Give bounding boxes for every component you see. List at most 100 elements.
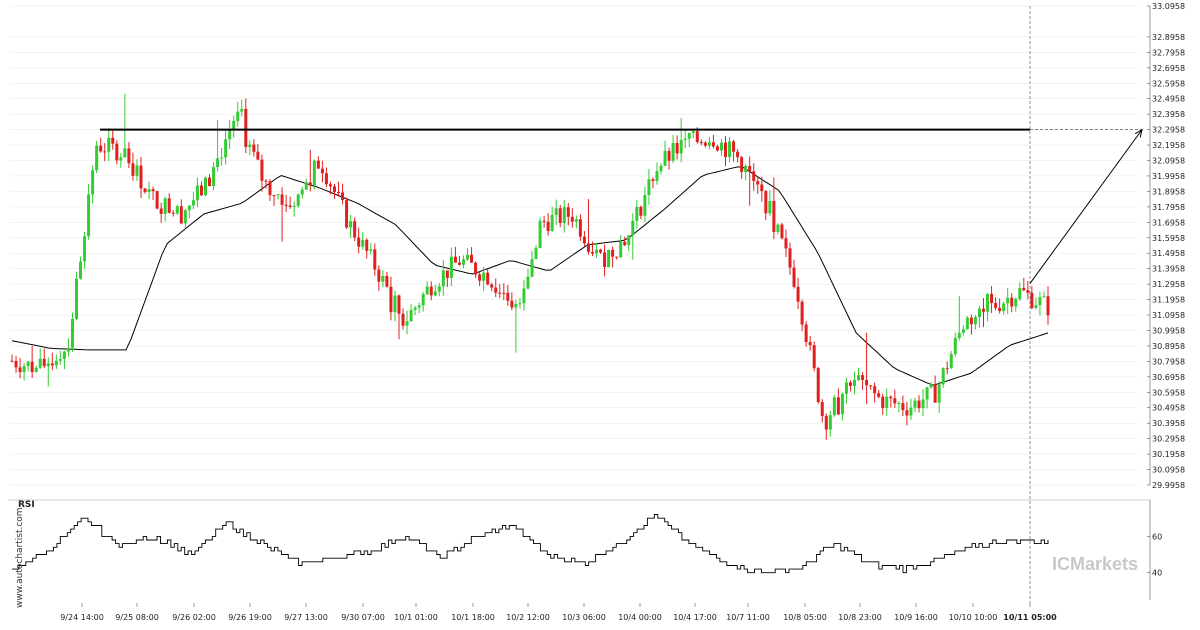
price-tick-label: 32.8958	[1152, 33, 1185, 42]
candle	[341, 183, 345, 205]
candle	[337, 181, 341, 197]
candle-body	[139, 165, 143, 189]
price-tick-label: 32.4958	[1152, 95, 1185, 104]
candle	[373, 243, 377, 276]
candle	[147, 181, 151, 200]
price-tick-label: 32.6958	[1152, 64, 1185, 73]
candle	[119, 153, 123, 168]
candle-body	[611, 249, 615, 257]
candle-body	[284, 204, 288, 206]
candle-body	[917, 400, 921, 409]
candle	[675, 135, 679, 160]
candle-body	[203, 177, 207, 196]
candle-body	[337, 192, 341, 194]
candle-body	[260, 159, 264, 181]
candle	[977, 305, 981, 328]
candle	[744, 163, 748, 181]
candle-body	[357, 237, 361, 247]
candle-body	[87, 194, 91, 237]
candle	[449, 247, 453, 287]
candle-body	[397, 295, 401, 314]
rsi-title: RSI	[18, 500, 35, 510]
candle-body	[405, 321, 409, 326]
candle	[655, 162, 659, 185]
candle-body	[953, 337, 957, 355]
candle	[345, 197, 349, 229]
candle	[643, 186, 647, 223]
candle	[437, 283, 441, 297]
candle-body	[1022, 287, 1026, 291]
candle	[252, 139, 256, 157]
candle	[853, 371, 857, 395]
candle-body	[873, 386, 877, 394]
candle-body	[163, 198, 167, 214]
candle-body	[1034, 305, 1038, 308]
candle-body	[901, 403, 905, 411]
candle	[566, 203, 570, 226]
candle	[1030, 286, 1034, 310]
candle	[417, 302, 421, 314]
candle	[179, 199, 183, 225]
candle-body	[857, 375, 861, 381]
candle	[659, 163, 663, 175]
candle-body	[582, 236, 586, 244]
candle	[478, 271, 482, 287]
candle-body	[1006, 297, 1010, 304]
candle-body	[457, 262, 461, 265]
price-tick-label: 30.9958	[1152, 326, 1185, 335]
candle	[724, 136, 728, 167]
candle	[425, 281, 429, 296]
rsi-panel: RSI 60 40	[8, 499, 1162, 600]
candle	[1018, 282, 1022, 301]
candle	[91, 165, 95, 204]
candle	[393, 290, 397, 322]
candle	[603, 244, 607, 277]
candle-body	[651, 179, 655, 182]
candle	[941, 367, 945, 388]
candle-body	[389, 286, 393, 313]
candle	[272, 194, 276, 206]
time-tick-label: 10/8 23:00	[838, 613, 882, 622]
candle-body	[409, 309, 413, 322]
candle	[1014, 297, 1018, 312]
candle	[760, 176, 764, 202]
candle-body	[550, 215, 554, 231]
candle-body	[530, 259, 534, 277]
candle-body	[639, 206, 643, 216]
candle-body	[1030, 292, 1034, 308]
candle	[280, 187, 284, 242]
candle	[46, 357, 50, 387]
candle	[897, 401, 901, 413]
candle-body	[1026, 290, 1030, 293]
candle-body	[256, 151, 260, 160]
candle-body	[816, 368, 820, 403]
candle	[264, 179, 268, 189]
candle	[582, 231, 586, 246]
candle-body	[449, 256, 453, 278]
candle	[1042, 291, 1046, 298]
candle-body	[79, 261, 83, 279]
candle-body	[574, 219, 578, 222]
candle-body	[502, 292, 506, 294]
candle	[937, 381, 941, 413]
candle-body	[155, 191, 159, 209]
candle-body	[433, 291, 437, 296]
candle-body	[844, 382, 848, 394]
candle	[607, 249, 611, 268]
candle	[965, 316, 969, 330]
candle-body	[332, 186, 336, 193]
candle	[155, 190, 159, 210]
candle-body	[461, 259, 465, 265]
candle	[840, 392, 844, 421]
candle	[377, 265, 381, 291]
candle	[623, 236, 627, 247]
candle	[752, 163, 756, 191]
candle	[768, 190, 772, 217]
candle	[836, 388, 840, 416]
price-tick-label: 32.2958	[1152, 126, 1185, 135]
candle	[260, 154, 264, 192]
candle	[703, 141, 707, 148]
candle-body	[490, 284, 494, 288]
candle-body	[236, 111, 240, 122]
candle	[30, 345, 34, 379]
